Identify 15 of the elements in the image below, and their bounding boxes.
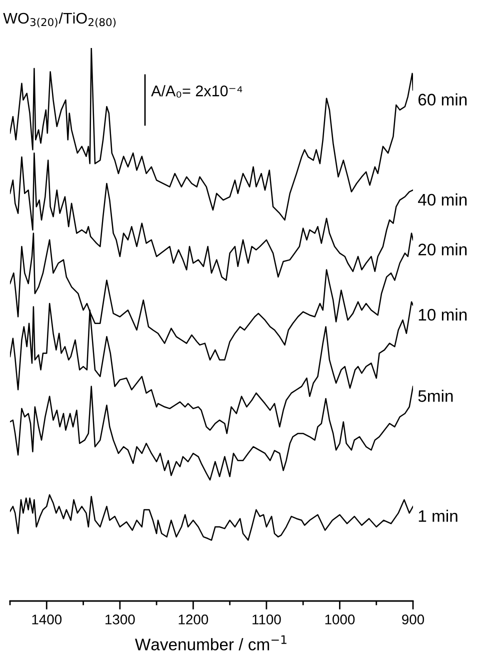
x-tick-label: 1400 [32, 614, 62, 624]
series-label: 60 min [418, 93, 467, 106]
x-tick-label: 1000 [325, 614, 355, 624]
series-label: 5min [418, 390, 453, 402]
x-tick-label: 1300 [106, 614, 135, 624]
series-label: 10 min [418, 308, 467, 321]
x-tick-label: 900 [402, 614, 424, 624]
x-tick-label: 1200 [178, 614, 208, 624]
series-label: 40 min [418, 193, 467, 206]
annotation: A/A₀= 2x10⁻⁴ [151, 85, 242, 98]
x-tick-label: 1100 [252, 614, 281, 624]
chart-title: WO$_{3(20)}$/TiO$_{2(80)}$ [3, 12, 116, 28]
x-axis-title: Wavenumber / cm$^{−1}$ [134, 635, 286, 650]
series-label: 20 min [418, 243, 467, 256]
series-label: 1 min [418, 510, 458, 522]
